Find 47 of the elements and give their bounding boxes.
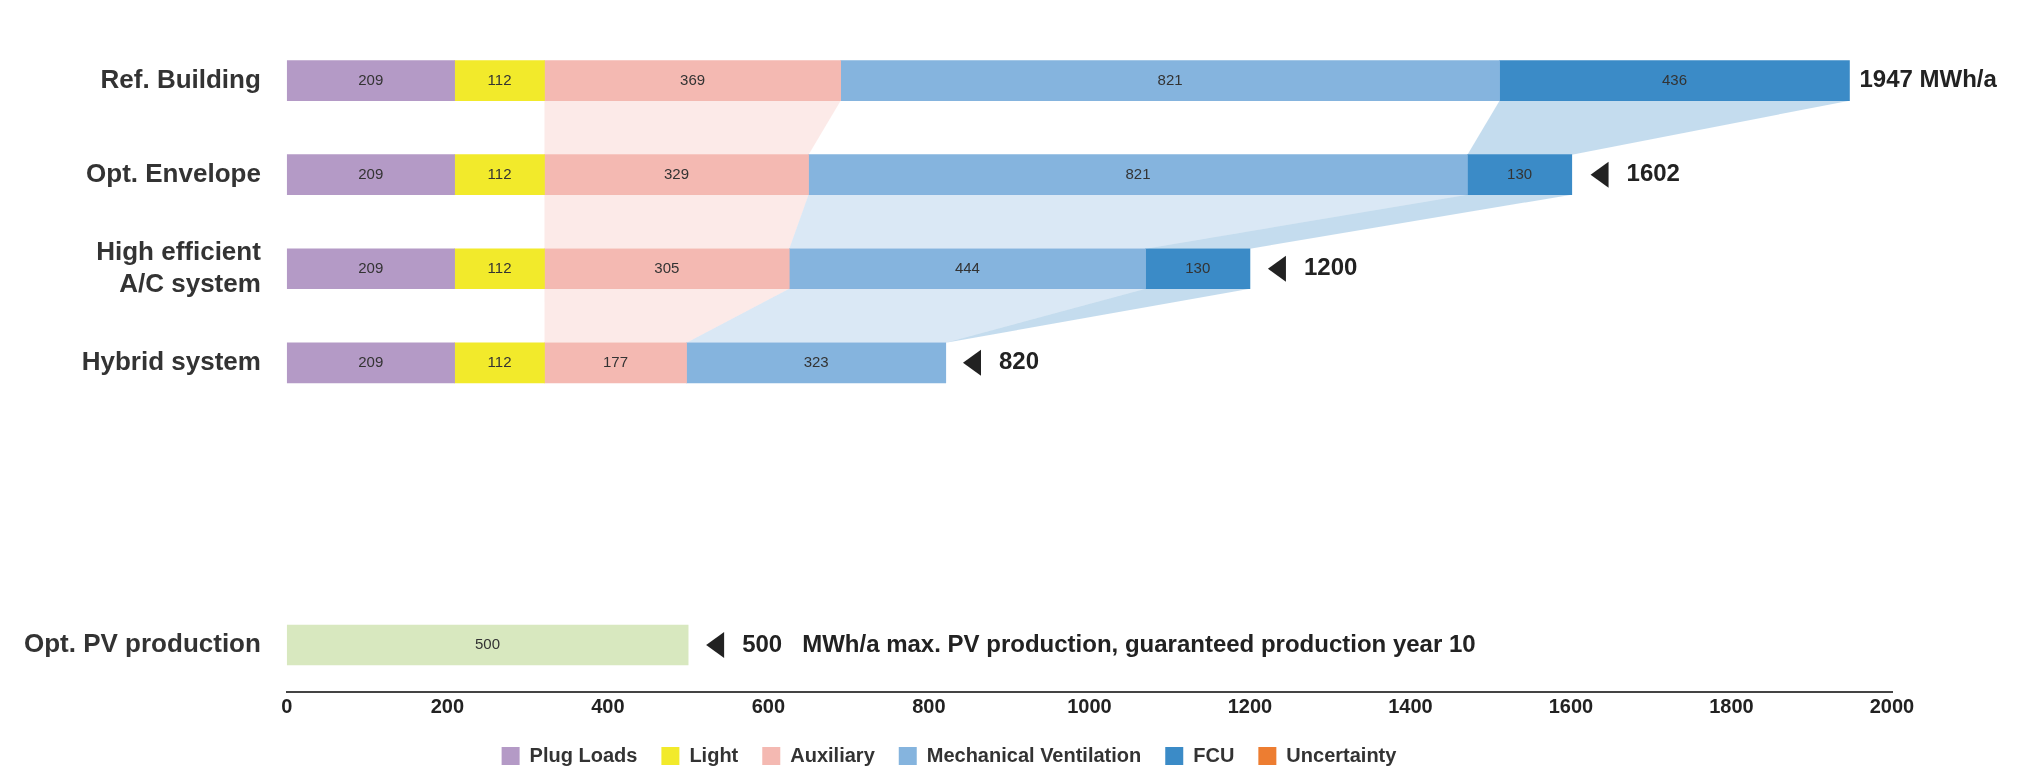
data-label: 130 <box>1507 164 1533 182</box>
x-tick-label: 400 <box>591 694 625 717</box>
annotation: 1947 MWh/a <box>1859 65 1998 93</box>
annotation: 500 MWh/a max. PV production, guaranteed production year 10 <box>742 629 1476 657</box>
data-label: 209 <box>358 352 384 370</box>
x-tick-label: 0 <box>281 694 293 717</box>
legend-label: Auxiliary <box>790 743 876 766</box>
x-tick-label: 1600 <box>1548 694 1594 717</box>
x-tick-label: 600 <box>751 694 786 717</box>
x-tick-label: 200 <box>430 694 465 717</box>
annotation: 1200 <box>1303 253 1358 281</box>
x-tick-label: 1200 <box>1227 694 1273 717</box>
data-label: 329 <box>664 164 690 182</box>
legend-label: Uncertainty <box>1286 743 1398 766</box>
data-label: 209 <box>358 164 384 182</box>
legend-label: Plug Loads <box>529 743 638 766</box>
legend-label: Light <box>689 743 739 766</box>
data-label: 209 <box>358 258 384 276</box>
annotation: 820 <box>998 347 1040 375</box>
data-label: 369 <box>680 70 706 88</box>
y-tick-label: Opt. PV production <box>23 628 261 659</box>
data-label: 130 <box>1185 258 1211 276</box>
x-tick-label: 800 <box>912 694 946 717</box>
data-label: 323 <box>803 352 829 370</box>
x-tick-label: 1000 <box>1067 694 1112 717</box>
legend-label: Mechanical Ventilation <box>926 743 1142 766</box>
data-label: 177 <box>603 352 629 370</box>
data-label: 112 <box>487 70 512 88</box>
data-label: 112 <box>487 352 512 370</box>
y-tick-label: High efficient A/C system <box>96 236 262 298</box>
annotation: 1602 <box>1626 159 1680 187</box>
data-label: 821 <box>1125 164 1151 182</box>
data-label: 444 <box>954 258 980 276</box>
data-label: 821 <box>1157 70 1183 88</box>
data-label: 436 <box>1661 70 1688 88</box>
y-tick-label: Opt. Envelope <box>86 157 261 188</box>
data-label: 305 <box>654 258 680 276</box>
data-label: 112 <box>487 164 512 182</box>
x-tick-label: 1400 <box>1388 694 1433 717</box>
x-tick-label: 1800 <box>1709 694 1754 717</box>
legend-label: FCU <box>1193 743 1235 766</box>
y-tick-label: Hybrid system <box>81 345 261 376</box>
data-label: 209 <box>358 70 384 88</box>
y-tick-label: Ref. Building <box>100 63 261 94</box>
data-label: 500 <box>474 635 501 653</box>
x-tick-label: 2000 <box>1869 694 1915 717</box>
data-label: 112 <box>487 258 512 276</box>
